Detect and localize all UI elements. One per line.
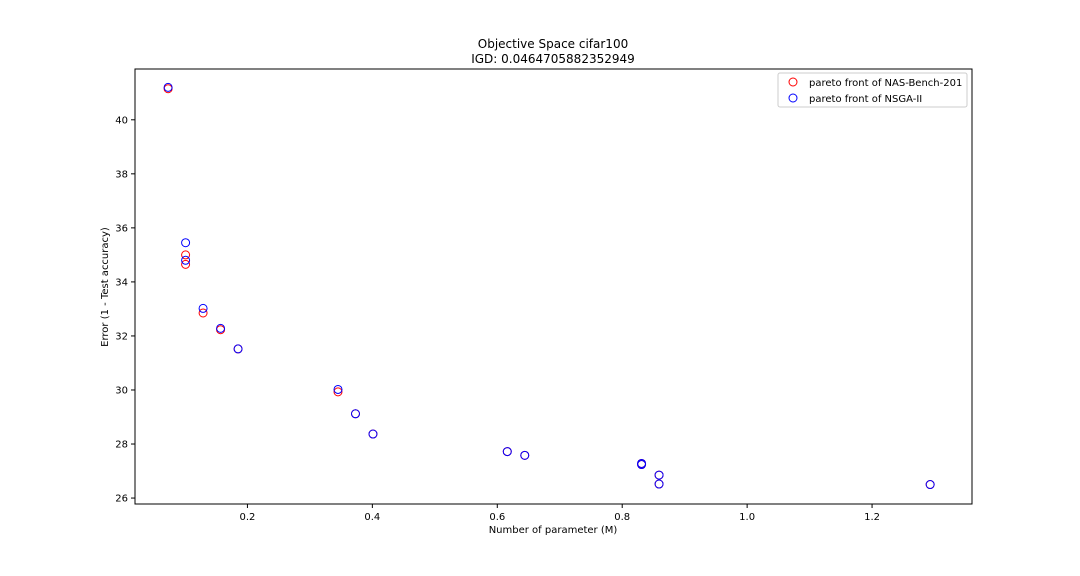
y-tick-label: 40: [115, 115, 128, 126]
chart-subtitle: IGD: 0.0464705882352949: [471, 52, 635, 66]
nsga-point: [654, 470, 664, 480]
nsga-point: [333, 384, 343, 394]
x-tick-label: 0.6: [489, 512, 505, 523]
nsga-point: [233, 344, 243, 354]
y-tick-label: 36: [115, 223, 128, 234]
nsga-point: [925, 480, 935, 490]
y-tick-label: 38: [115, 169, 128, 180]
legend-marker-nas-bench: [788, 77, 798, 87]
x-axis-label: Number of parameter (M): [489, 525, 618, 536]
nas-bench-point: [181, 259, 191, 269]
chart-title: Objective Space cifar100: [478, 37, 628, 51]
nas-bench-point: [333, 387, 343, 397]
nsga-point: [654, 479, 664, 489]
x-tick-label: 1.2: [864, 512, 880, 523]
nas-bench-point: [181, 250, 191, 260]
y-tick-label: 28: [115, 440, 128, 451]
nsga-point: [181, 238, 191, 248]
x-tick-label: 1.0: [739, 512, 755, 523]
y-tick-label: 32: [115, 331, 128, 342]
nsga-point: [216, 323, 226, 333]
y-axis-label: Error (1 - Test accuracy): [100, 227, 111, 347]
x-tick-label: 0.8: [614, 512, 630, 523]
legend-label-nas-bench: pareto front of NAS-Bench-201: [809, 78, 962, 89]
x-axis-ticks: 0.2 0.4 0.6 0.8 1.0 1.2: [239, 504, 880, 523]
legend-label-nsga: pareto front of NSGA-II: [809, 94, 922, 105]
y-tick-label: 34: [115, 277, 128, 288]
data-points: [163, 82, 935, 490]
y-axis-ticks: 26 28 30 32 34 36 38 40: [115, 115, 135, 505]
nsga-point: [502, 447, 512, 457]
nsga-point: [637, 460, 647, 470]
x-tick-label: 0.4: [364, 512, 380, 523]
nsga-point: [181, 255, 191, 265]
legend-marker-nsga: [788, 93, 798, 103]
nsga-point: [520, 450, 530, 460]
plot-area-frame: [134, 68, 973, 505]
legend-box: [777, 72, 968, 108]
nas-bench-point: [198, 308, 208, 318]
nsga-point: [350, 409, 360, 419]
nsga-point: [163, 82, 173, 92]
legend: pareto front of NAS-Bench-201 pareto fro…: [777, 72, 968, 108]
x-tick-label: 0.2: [239, 512, 255, 523]
nsga-point: [368, 429, 378, 439]
y-tick-label: 26: [115, 494, 128, 505]
y-tick-label: 30: [115, 385, 128, 396]
nsga-point: [198, 303, 208, 313]
